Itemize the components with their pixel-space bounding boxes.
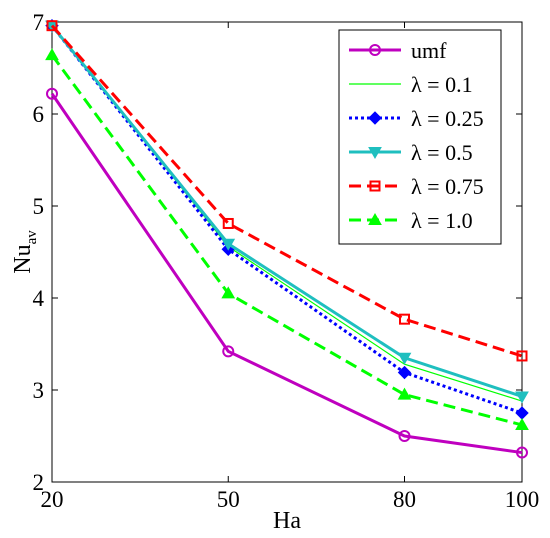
- data-point: [516, 350, 528, 362]
- y-tick-label: 3: [33, 378, 45, 403]
- legend-label: λ = 0.25: [411, 106, 484, 131]
- y-tick-label: 2: [33, 470, 45, 495]
- data-point: [222, 217, 234, 229]
- legend-item: umf: [349, 38, 447, 63]
- data-point: [397, 387, 412, 400]
- x-tick-label: 50: [217, 487, 240, 512]
- data-point: [516, 446, 528, 459]
- series-line: [50, 92, 523, 455]
- legend-item: λ = 0.25: [349, 106, 484, 131]
- legend-marker: [368, 111, 382, 125]
- data-point: [515, 417, 529, 430]
- data-point: [46, 20, 58, 32]
- y-tick-label: 5: [33, 194, 45, 219]
- x-tick-label: 20: [41, 487, 64, 512]
- data-point: [515, 391, 529, 404]
- legend-label: umf: [411, 38, 447, 63]
- series-line: [50, 24, 523, 358]
- series-4: [45, 20, 529, 404]
- series-line: [50, 24, 523, 415]
- x-tick-label: 80: [393, 487, 416, 512]
- y-tick-label: 7: [33, 10, 45, 35]
- series-line: [50, 54, 523, 427]
- data-point: [399, 313, 410, 325]
- y-tick-label: 6: [33, 102, 45, 127]
- legend: umf λ = 0.1 λ = 0.25 λ = 0.5 λ = 0.75 λ = 1.0: [338, 29, 502, 245]
- data-point: [45, 48, 59, 61]
- data-point: [398, 430, 411, 442]
- legend-marker: [368, 212, 382, 225]
- legend-item: λ = 0.75: [349, 174, 484, 199]
- series-6: [45, 48, 529, 430]
- x-tick-label: 100: [505, 487, 540, 512]
- legend-box: [338, 29, 502, 245]
- legend-item: λ = 0.5: [349, 140, 473, 165]
- data-point: [397, 365, 412, 380]
- legend-label: λ = 1.0: [411, 208, 473, 233]
- data-point: [221, 238, 236, 251]
- y-tick-label: 4: [33, 286, 45, 311]
- axis-ticks: 20 50 80 100 2 3 4 5 6 7: [33, 10, 540, 512]
- legend-marker: [369, 180, 381, 192]
- legend-marker: [368, 147, 382, 160]
- legend-item: λ = 1.0: [349, 208, 473, 233]
- legend-label: λ = 0.75: [411, 174, 484, 199]
- y-axis-label-subscript: av: [24, 230, 40, 245]
- legend-item: λ = 0.1: [349, 72, 473, 97]
- legend-label: λ = 0.5: [411, 140, 473, 165]
- legend-marker: [369, 44, 381, 56]
- data-point: [397, 352, 412, 365]
- x-axis-label: Ha: [273, 508, 301, 534]
- series-1: [46, 87, 528, 459]
- data-point: [222, 345, 235, 358]
- legend-label: λ = 0.1: [411, 72, 473, 97]
- data-point: [46, 87, 58, 100]
- y-axis-label: Nuav: [10, 230, 40, 274]
- series-layer: [45, 18, 529, 459]
- y-axis-label-main: Nu: [10, 244, 36, 273]
- data-point: [221, 286, 236, 299]
- series-line: [50, 24, 523, 398]
- series-5: [46, 20, 528, 362]
